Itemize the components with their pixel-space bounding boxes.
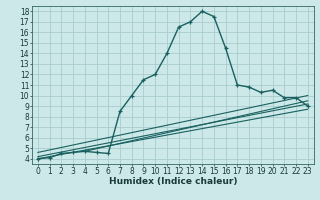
X-axis label: Humidex (Indice chaleur): Humidex (Indice chaleur) (108, 177, 237, 186)
